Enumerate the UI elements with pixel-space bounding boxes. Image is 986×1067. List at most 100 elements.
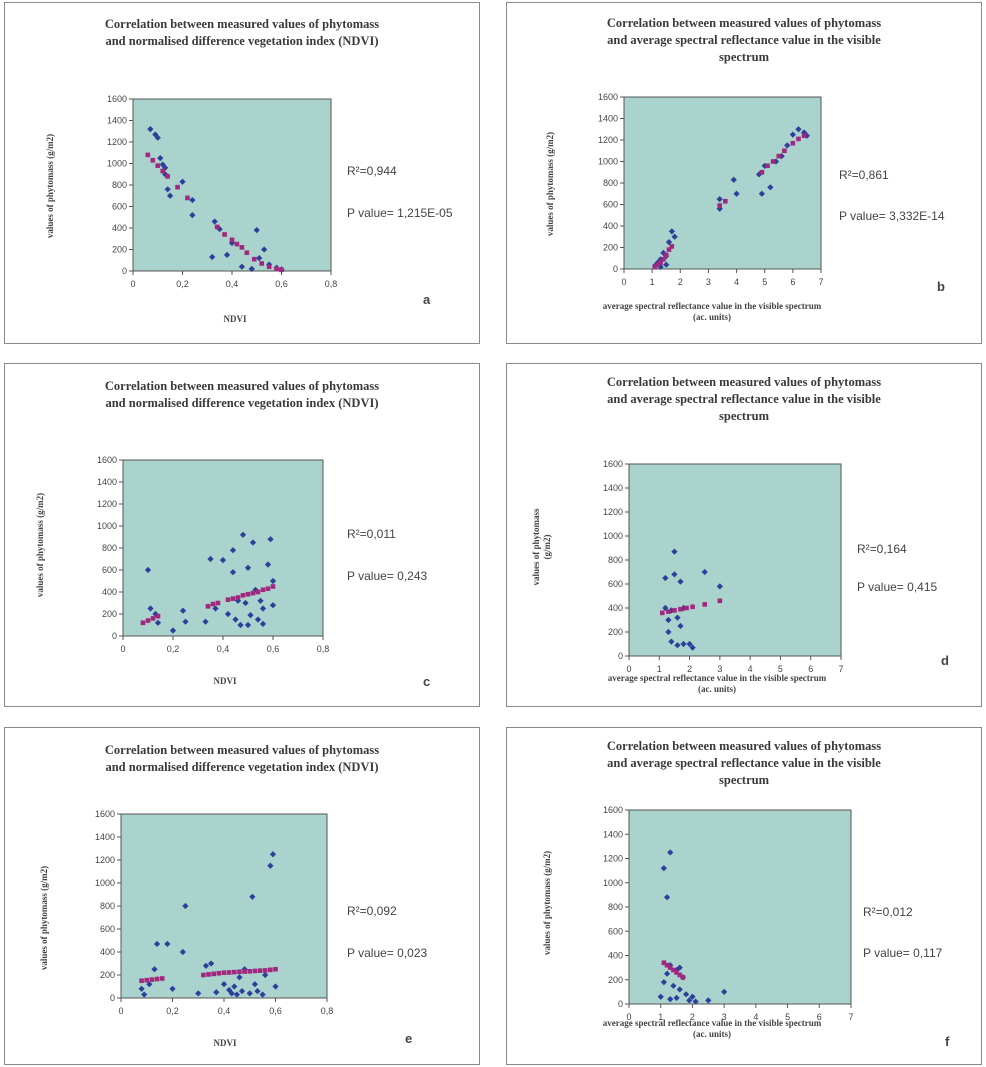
trend-point: [790, 140, 796, 146]
y-tick-label: 1400: [603, 829, 623, 839]
trend-point: [140, 620, 146, 626]
y-tick-label: 1000: [598, 157, 618, 167]
y-tick-label: 400: [608, 951, 623, 961]
trend-point: [672, 608, 677, 613]
plot-area: [628, 463, 842, 657]
data-point: [667, 996, 674, 1003]
r-squared-label: R²=0,861: [839, 168, 889, 182]
trend-point: [801, 133, 807, 138]
y-tick-label: 400: [608, 603, 623, 613]
x-tick-label: 7: [818, 277, 823, 287]
trend-point: [139, 978, 144, 984]
p-value-label: P value= 0,117: [863, 946, 943, 960]
chart-title: Correlation between measured values of p…: [606, 16, 882, 64]
data-point: [154, 134, 161, 141]
chart-panel-f: 0 200 400 600 800 1000 1200 1400 1600 0 1 2 3 4 5 6 7 Co…: [506, 727, 982, 1065]
x-tick-label: 2: [690, 1012, 695, 1022]
trend-point: [279, 267, 284, 273]
data-point: [253, 227, 260, 234]
trend-point: [145, 618, 151, 623]
y-tick-label: 1600: [95, 809, 115, 819]
x-tick-label: 0,6: [267, 644, 280, 654]
y-tick-label: 1200: [603, 507, 623, 517]
p-value-label: P value= 0,243: [347, 569, 428, 583]
y-tick-label: 800: [100, 901, 115, 911]
y-tick-label: 200: [608, 627, 623, 637]
r-squared-label: R²=0,011: [347, 527, 396, 541]
trend-point: [144, 977, 150, 983]
y-tick-label: 1400: [95, 832, 115, 842]
panel-letter: f: [945, 1034, 950, 1049]
data-point: [179, 178, 186, 185]
p-value-label: P value= 0,415: [857, 580, 938, 594]
p-value-label: P value= 0,023: [347, 946, 428, 960]
trend-point: [274, 266, 279, 272]
trend-point: [273, 966, 278, 972]
trend-point: [262, 968, 268, 973]
y-tick-label: 400: [100, 947, 115, 957]
trend-point: [242, 969, 247, 974]
panel-letter: b: [937, 279, 945, 294]
chart-svg-c: 0 200 400 600 800 1000 1200 1400 1600 0 0,2 0,4 0,6 0…: [97, 455, 329, 654]
trend-point: [229, 237, 235, 243]
x-tick-label: 3: [717, 664, 722, 674]
trend-point: [244, 250, 250, 256]
x-tick-label: 0: [130, 279, 135, 289]
data-point: [164, 940, 171, 948]
y-tick-label: 400: [112, 223, 127, 233]
trend-point: [221, 970, 227, 975]
x-tick-label: 6: [790, 277, 795, 287]
chart-svg-b: 0 200 400 600 800 1000 1200 1400 1600 0 1 2 3 4 5 6 7: [598, 92, 824, 287]
x-tick-label: 0: [118, 1006, 123, 1016]
y-tick-label: 600: [603, 200, 618, 210]
trend-point: [770, 159, 776, 164]
trend-point: [150, 616, 156, 621]
x-tick-label: 0: [120, 644, 125, 654]
y-tick-label: 1200: [107, 137, 127, 147]
y-tick-label: 600: [608, 579, 623, 589]
trend-point: [684, 605, 689, 611]
x-tick-label: 0,6: [275, 279, 288, 289]
trend-point: [214, 224, 220, 230]
trend-point: [150, 157, 156, 163]
data-point: [189, 196, 196, 204]
trend-point: [674, 970, 679, 975]
trend-point: [723, 198, 728, 204]
x-tick-label: 4: [753, 1012, 758, 1022]
trend-point: [155, 613, 161, 619]
y-axis-label: values of phytomass (g/m2): [39, 865, 49, 971]
trend-point: [230, 596, 236, 601]
y-axis-label: values of phytomass (g/m2): [531, 508, 552, 586]
trend-point: [717, 203, 722, 208]
y-tick-label: 1600: [603, 805, 623, 815]
x-tick-label: 0,8: [325, 279, 338, 289]
y-tick-label: 200: [102, 609, 117, 619]
trend-point: [215, 600, 221, 606]
panel-letter: a: [423, 292, 431, 307]
x-tick-label: 0,4: [226, 279, 239, 289]
data-point: [272, 983, 279, 990]
x-tick-label: 5: [778, 664, 783, 674]
trend-point: [257, 968, 263, 973]
y-tick-label: 600: [112, 202, 127, 212]
y-axis-label: values of phytomass (g/m2): [542, 850, 552, 956]
r-squared-label: R²=0,012: [863, 905, 913, 919]
trend-point: [663, 252, 669, 258]
data-point: [716, 583, 723, 590]
data-point: [256, 254, 263, 262]
chart-svg-f: 0 200 400 600 800 1000 1200 1400 1600 0 1 2 3 4 5 6 7: [603, 805, 854, 1022]
data-point: [147, 125, 154, 133]
x-tick-label: 4: [734, 277, 739, 287]
trend-point: [671, 967, 676, 973]
trend-point: [666, 609, 671, 614]
chart-title: Correlation between measured values of p…: [104, 17, 380, 48]
y-tick-label: 1600: [97, 455, 117, 465]
panel-letter: c: [423, 674, 431, 689]
p-value-label: P value= 3,332E-14: [839, 209, 945, 223]
trend-point: [765, 163, 770, 169]
trend-point: [185, 195, 190, 201]
y-tick-label: 1600: [598, 92, 618, 102]
y-tick-label: 800: [112, 180, 127, 190]
trend-point: [759, 169, 765, 175]
y-tick-label: 200: [100, 970, 115, 980]
